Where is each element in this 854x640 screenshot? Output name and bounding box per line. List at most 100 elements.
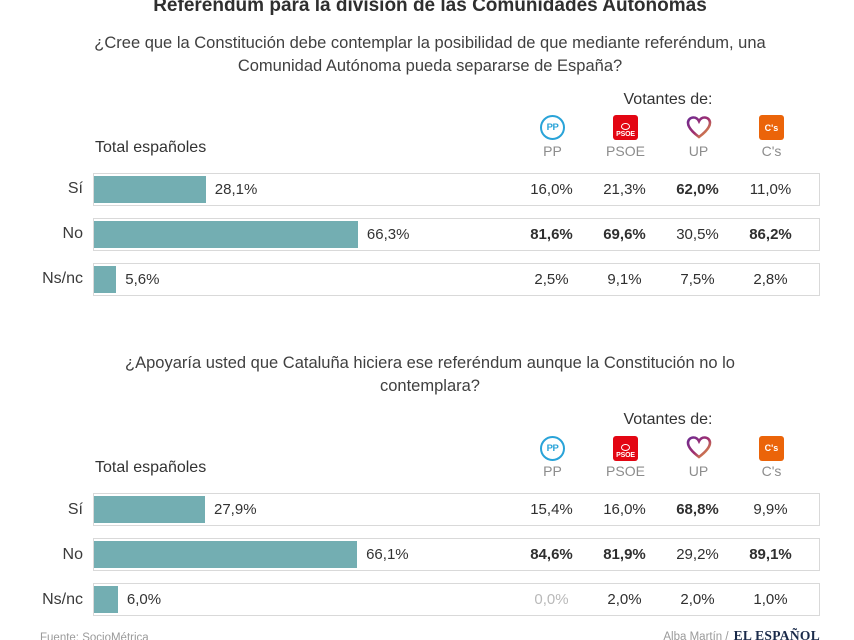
votantes-label: Votantes de: bbox=[623, 90, 713, 108]
credit-author: Alba Martín / bbox=[663, 631, 729, 640]
party-value-cs: 2,8% bbox=[753, 270, 788, 288]
row-track: 27,9% 15,4% 16,0% 68,8% 9,9% bbox=[93, 493, 820, 527]
bar-nsnc bbox=[94, 265, 117, 293]
cs-logo-icon: C's bbox=[759, 435, 784, 461]
total-label: Total españoles bbox=[95, 459, 207, 477]
party-value-cs: 9,9% bbox=[753, 501, 788, 519]
psoe-logo-icon: PSOE bbox=[613, 435, 638, 461]
votantes-row-1: Votantes de: bbox=[40, 91, 820, 109]
party-label-psoe: PSOE bbox=[606, 142, 645, 159]
cs-logo-icon: C's bbox=[759, 115, 784, 141]
party-value-cs: 1,0% bbox=[753, 591, 788, 609]
psoe-logo-icon: PSOE bbox=[613, 115, 638, 141]
party-label-cs: C's bbox=[761, 142, 782, 159]
party-values: 2,5% 9,1% 7,5% 2,8% bbox=[515, 271, 807, 288]
party-column-up: UP bbox=[662, 435, 735, 479]
party-label-pp: PP bbox=[543, 142, 562, 159]
row-track: 6,0% 0,0% 2,0% 2,0% 1,0% bbox=[93, 583, 820, 617]
question-block-1: ¿Cree que la Constitución debe contempla… bbox=[40, 18, 820, 308]
party-value-psoe: 2,0% bbox=[607, 591, 642, 609]
source-prefix: Fuente: bbox=[40, 632, 79, 640]
party-column-up: UP bbox=[662, 115, 735, 159]
chart-row-no: No 66,1% 84,6% 81,9% 29,2% 89,1% bbox=[40, 538, 820, 572]
party-value-pp: 0,0% bbox=[534, 591, 569, 609]
party-column-pp: PP PP bbox=[516, 115, 589, 159]
party-value-pp: 2,5% bbox=[534, 270, 569, 288]
party-value-psoe: 9,1% bbox=[607, 270, 642, 288]
party-value-psoe: 69,6% bbox=[603, 225, 646, 243]
columns-header-2: Total españoles PP PP PSOE PSOE UP bbox=[40, 435, 820, 479]
chart-rows-2: Sí 27,9% 15,4% 16,0% 68,8% 9,9% No bbox=[40, 493, 820, 617]
row-label: No bbox=[62, 545, 83, 563]
party-value-up: 29,2% bbox=[676, 546, 719, 564]
question-1-text: ¿Cree que la Constitución debe contempla… bbox=[94, 33, 766, 75]
party-column-cs: C's C's bbox=[735, 115, 808, 159]
party-label-cs: C's bbox=[761, 463, 782, 480]
question-2-text: ¿Apoyaría usted que Cataluña hiciera ese… bbox=[125, 353, 735, 396]
bar-value: 6,0% bbox=[126, 591, 162, 609]
psoe-rose-icon bbox=[621, 123, 630, 131]
party-value-pp: 84,6% bbox=[530, 546, 573, 564]
up-heart-icon bbox=[686, 116, 711, 139]
bar-no bbox=[94, 541, 358, 569]
bar-nsnc bbox=[94, 586, 118, 614]
party-values: 16,0% 21,3% 62,0% 11,0% bbox=[515, 181, 807, 198]
party-column-psoe: PSOE PSOE bbox=[589, 435, 662, 479]
chart-row-no: No 66,3% 81,6% 69,6% 30,5% 86,2% bbox=[40, 217, 820, 251]
row-label: Sí bbox=[67, 500, 83, 518]
party-label-pp: PP bbox=[543, 463, 562, 480]
party-value-up: 7,5% bbox=[680, 270, 715, 288]
party-column-pp: PP PP bbox=[516, 435, 589, 479]
pp-logo-icon: PP bbox=[540, 115, 565, 141]
row-track: 66,1% 84,6% 81,9% 29,2% 89,1% bbox=[93, 538, 820, 572]
chart-row-si: Sí 27,9% 15,4% 16,0% 68,8% 9,9% bbox=[40, 493, 820, 527]
bar-si bbox=[94, 496, 205, 524]
pp-logo-icon: PP bbox=[540, 435, 565, 461]
party-value-psoe: 21,3% bbox=[603, 180, 646, 198]
footer: Fuente: SocioMétrica Alba Martín / EL ES… bbox=[40, 628, 820, 640]
row-track: 5,6% 2,5% 9,1% 7,5% 2,8% bbox=[93, 262, 820, 296]
party-value-cs: 89,1% bbox=[749, 546, 792, 564]
party-value-cs: 11,0% bbox=[749, 180, 792, 198]
party-value-pp: 16,0% bbox=[530, 180, 573, 198]
row-track: 66,3% 81,6% 69,6% 30,5% 86,2% bbox=[93, 217, 820, 251]
row-label: Ns/nc bbox=[42, 270, 83, 288]
party-header: PP PP PSOE PSOE UP C's bbox=[516, 115, 808, 159]
row-track: 28,1% 16,0% 21,3% 62,0% 11,0% bbox=[93, 172, 820, 206]
bar-value: 66,3% bbox=[366, 225, 410, 243]
row-label: Ns/nc bbox=[42, 590, 83, 608]
party-values: 81,6% 69,6% 30,5% 86,2% bbox=[515, 226, 807, 243]
party-header: PP PP PSOE PSOE UP C's bbox=[516, 435, 808, 479]
chart-row-nsnc: Ns/nc 6,0% 0,0% 2,0% 2,0% 1,0% bbox=[40, 583, 820, 617]
brand-logo: EL ESPAÑOL bbox=[733, 628, 820, 640]
bar-no bbox=[94, 220, 358, 248]
bar-value: 28,1% bbox=[214, 180, 258, 198]
chart-rows-1: Sí 28,1% 16,0% 21,3% 62,0% 11,0% No bbox=[40, 172, 820, 296]
row-label: No bbox=[62, 225, 83, 243]
chart-row-si: Sí 28,1% 16,0% 21,3% 62,0% 11,0% bbox=[40, 172, 820, 206]
row-label: Sí bbox=[67, 180, 83, 198]
bar-value: 5,6% bbox=[125, 270, 160, 288]
party-label-up: UP bbox=[688, 463, 709, 480]
psoe-rose-icon bbox=[621, 443, 630, 451]
bar-si bbox=[94, 175, 206, 203]
bar-value: 27,9% bbox=[214, 501, 257, 519]
party-value-up: 68,8% bbox=[676, 501, 719, 519]
source-name: SocioMétrica bbox=[82, 632, 149, 640]
party-values: 84,6% 81,9% 29,2% 89,1% bbox=[515, 546, 807, 563]
page-title: Referéndum para la división de las Comun… bbox=[153, 0, 707, 16]
party-value-pp: 15,4% bbox=[530, 501, 573, 519]
question-block-2: ¿Apoyaría usted que Cataluña hiciera ese… bbox=[40, 308, 820, 628]
party-label-psoe: PSOE bbox=[606, 463, 645, 480]
party-value-psoe: 81,9% bbox=[603, 546, 646, 564]
party-value-psoe: 16,0% bbox=[603, 501, 646, 519]
chart-row-nsnc: Ns/nc 5,6% 2,5% 9,1% 7,5% 2,8% bbox=[40, 262, 820, 296]
party-value-up: 62,0% bbox=[676, 180, 719, 198]
party-column-psoe: PSOE PSOE bbox=[589, 115, 662, 159]
party-values: 0,0% 2,0% 2,0% 1,0% bbox=[515, 591, 807, 608]
votantes-row-2: Votantes de: bbox=[40, 411, 820, 429]
party-value-up: 2,0% bbox=[680, 591, 715, 609]
votantes-label: Votantes de: bbox=[623, 411, 713, 429]
footer-source: Fuente: SocioMétrica bbox=[40, 632, 149, 640]
